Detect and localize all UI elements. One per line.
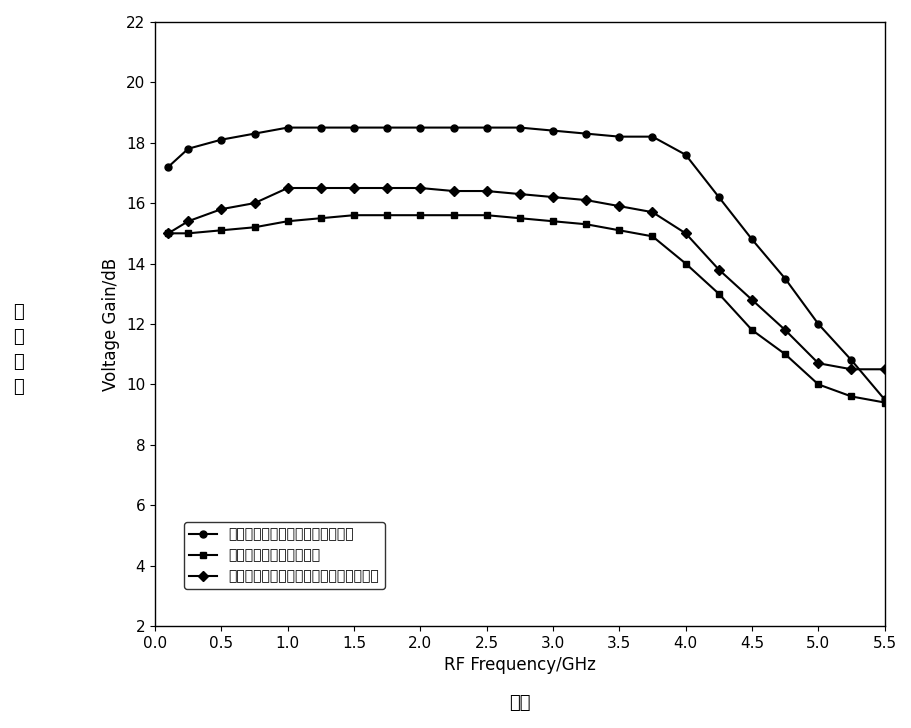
仅采用共栅隔离级的共源共栅巴伦放大器 (163, 229, 174, 237)
仅采用共栅隔离级的共源共栅巴伦放大器 (580, 196, 591, 205)
本专利所设计的巴伦低噪声放大器 (315, 123, 326, 132)
本专利所设计的巴伦低噪声放大器 (514, 123, 525, 132)
Text: 频率: 频率 (508, 694, 530, 712)
仅采用共栅隔离级的共源共栅巴伦放大器 (613, 202, 624, 210)
仅采用共栅隔离级的共源共栅巴伦放大器 (382, 183, 393, 192)
本专利所设计的巴伦低噪声放大器 (580, 130, 591, 138)
传统共源共栅巴伦放大器 (481, 211, 492, 220)
本专利所设计的巴伦低噪声放大器 (281, 123, 292, 132)
本专利所设计的巴伦低噪声放大器 (746, 235, 757, 244)
传统共源共栅巴伦放大器 (382, 211, 393, 220)
传统共源共栅巴伦放大器 (415, 211, 425, 220)
本专利所设计的巴伦低噪声放大器 (415, 123, 425, 132)
本专利所设计的巴伦低噪声放大器 (646, 132, 657, 141)
传统共源共栅巴伦放大器 (580, 220, 591, 229)
传统共源共栅巴伦放大器 (878, 398, 889, 407)
仅采用共栅隔离级的共源共栅巴伦放大器 (249, 199, 260, 207)
仅采用共栅隔离级的共源共栅巴伦放大器 (812, 359, 823, 368)
传统共源共栅巴伦放大器 (680, 259, 691, 268)
本专利所设计的巴伦低噪声放大器 (878, 395, 889, 404)
传统共源共栅巴伦放大器 (447, 211, 458, 220)
仅采用共栅隔离级的共源共栅巴伦放大器 (447, 186, 458, 195)
本专利所设计的巴伦低噪声放大器 (447, 123, 458, 132)
本专利所设计的巴伦低噪声放大器 (845, 356, 856, 365)
传统共源共栅巴伦放大器 (163, 229, 174, 237)
本专利所设计的巴伦低噪声放大器 (348, 123, 359, 132)
仅采用共栅隔离级的共源共栅巴伦放大器 (514, 190, 525, 199)
Y-axis label: Voltage Gain/dB: Voltage Gain/dB (102, 258, 120, 390)
仅采用共栅隔离级的共源共栅巴伦放大器 (680, 229, 691, 237)
传统共源共栅巴伦放大器 (514, 214, 525, 223)
本专利所设计的巴伦低噪声放大器 (680, 151, 691, 159)
仅采用共栅隔离级的共源共栅巴伦放大器 (547, 193, 558, 202)
传统共源共栅巴伦放大器 (547, 217, 558, 226)
仅采用共栅隔离级的共源共栅巴伦放大器 (646, 207, 657, 216)
传统共源共栅巴伦放大器 (281, 217, 292, 226)
传统共源共栅巴伦放大器 (348, 211, 359, 220)
仅采用共栅隔离级的共源共栅巴伦放大器 (779, 325, 790, 334)
Line: 仅采用共栅隔离级的共源共栅巴伦放大器: 仅采用共栅隔离级的共源共栅巴伦放大器 (165, 184, 887, 373)
本专利所设计的巴伦低噪声放大器 (812, 320, 823, 328)
本专利所设计的巴伦低噪声放大器 (779, 274, 790, 283)
X-axis label: RF Frequency/GHz: RF Frequency/GHz (444, 657, 595, 674)
Text: 电
压
增
益: 电 压 增 益 (13, 303, 24, 396)
Line: 本专利所设计的巴伦低噪声放大器: 本专利所设计的巴伦低噪声放大器 (165, 124, 887, 403)
本专利所设计的巴伦低噪声放大器 (163, 162, 174, 171)
传统共源共栅巴伦放大器 (613, 226, 624, 234)
传统共源共栅巴伦放大器 (216, 226, 227, 234)
Line: 传统共源共栅巴伦放大器: 传统共源共栅巴伦放大器 (165, 212, 887, 406)
仅采用共栅隔离级的共源共栅巴伦放大器 (481, 186, 492, 195)
传统共源共栅巴伦放大器 (315, 214, 326, 223)
本专利所设计的巴伦低噪声放大器 (216, 135, 227, 144)
仅采用共栅隔离级的共源共栅巴伦放大器 (746, 296, 757, 304)
仅采用共栅隔离级的共源共栅巴伦放大器 (845, 365, 856, 373)
传统共源共栅巴伦放大器 (845, 392, 856, 401)
本专利所设计的巴伦低噪声放大器 (249, 130, 260, 138)
仅采用共栅隔离级的共源共栅巴伦放大器 (415, 183, 425, 192)
传统共源共栅巴伦放大器 (249, 223, 260, 232)
仅采用共栅隔离级的共源共栅巴伦放大器 (216, 205, 227, 213)
仅采用共栅隔离级的共源共栅巴伦放大器 (281, 183, 292, 192)
传统共源共栅巴伦放大器 (779, 349, 790, 358)
仅采用共栅隔离级的共源共栅巴伦放大器 (182, 217, 193, 226)
传统共源共栅巴伦放大器 (712, 289, 723, 298)
本专利所设计的巴伦低噪声放大器 (547, 126, 558, 135)
仅采用共栅隔离级的共源共栅巴伦放大器 (348, 183, 359, 192)
本专利所设计的巴伦低噪声放大器 (382, 123, 393, 132)
传统共源共栅巴伦放大器 (182, 229, 193, 237)
仅采用共栅隔离级的共源共栅巴伦放大器 (712, 265, 723, 274)
Legend: 本专利所设计的巴伦低噪声放大器, 传统共源共栅巴伦放大器, 仅采用共栅隔离级的共源共栅巴伦放大器: 本专利所设计的巴伦低噪声放大器, 传统共源共栅巴伦放大器, 仅采用共栅隔离级的共… (184, 522, 384, 589)
本专利所设计的巴伦低噪声放大器 (481, 123, 492, 132)
传统共源共栅巴伦放大器 (746, 325, 757, 334)
传统共源共栅巴伦放大器 (646, 232, 657, 241)
本专利所设计的巴伦低噪声放大器 (712, 193, 723, 202)
本专利所设计的巴伦低噪声放大器 (182, 144, 193, 153)
传统共源共栅巴伦放大器 (812, 380, 823, 389)
仅采用共栅隔离级的共源共栅巴伦放大器 (315, 183, 326, 192)
仅采用共栅隔离级的共源共栅巴伦放大器 (878, 365, 889, 373)
本专利所设计的巴伦低噪声放大器 (613, 132, 624, 141)
